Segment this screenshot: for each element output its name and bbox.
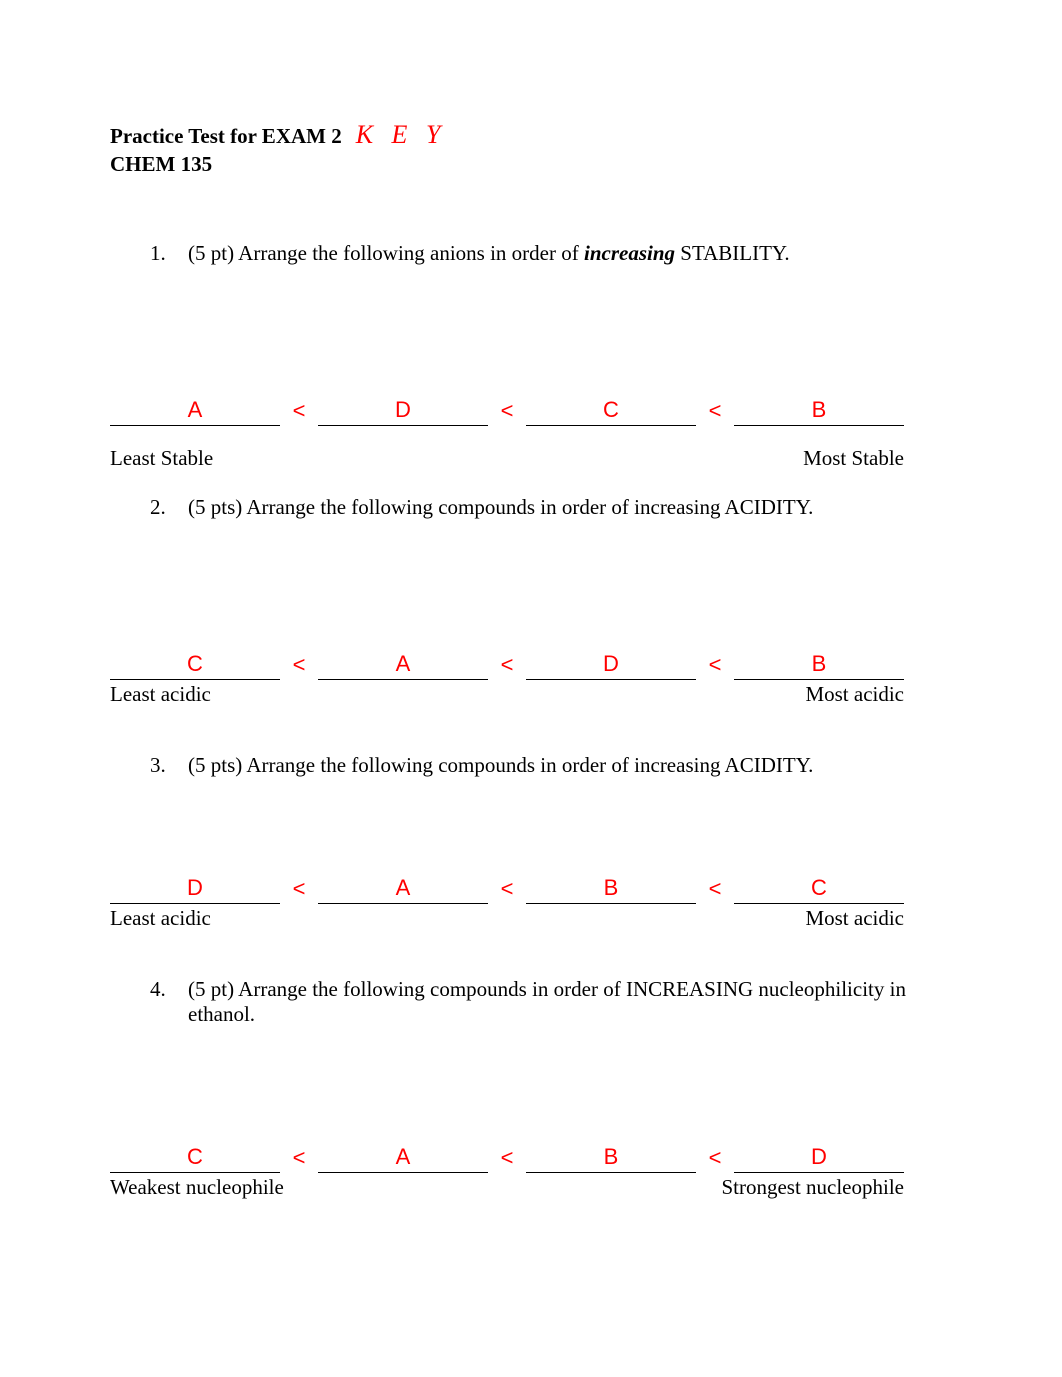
q3-answer-row: D < A < B < C xyxy=(110,874,952,904)
title-line: Practice Test for EXAM 2 K E Y xyxy=(110,120,952,150)
title-prefix: Practice Test for EXAM 2 xyxy=(110,124,342,149)
header-block: Practice Test for EXAM 2 K E Y CHEM 135 xyxy=(110,120,952,177)
q1-right-label: Most Stable xyxy=(803,446,904,471)
q3-text: (5 pts) Arrange the following compounds … xyxy=(188,753,952,778)
q3-slot-1: D xyxy=(110,874,280,904)
q4-lt-3: < xyxy=(696,1145,734,1173)
course-code: CHEM 135 xyxy=(110,152,952,177)
q1-text-pre: (5 pt) Arrange the following anions in o… xyxy=(188,241,584,265)
q2-left-label: Least acidic xyxy=(110,682,211,707)
key-label: K E Y xyxy=(356,120,447,150)
q3-ans-1: D xyxy=(187,875,203,903)
q1-lt-2: < xyxy=(488,398,526,426)
q4-right-label: Strongest nucleophile xyxy=(721,1175,904,1200)
q2-answer-row: C < A < D < B xyxy=(110,650,952,680)
q3-ans-2: A xyxy=(396,875,411,903)
q3-ans-4: C xyxy=(811,875,827,903)
q3-labels: Least acidic Most acidic xyxy=(110,906,904,931)
q1-slot-1: A xyxy=(110,396,280,426)
question-1: 1. (5 pt) Arrange the following anions i… xyxy=(150,241,952,266)
q1-ans-2: D xyxy=(395,397,411,425)
q3-lt-3: < xyxy=(696,876,734,904)
q4-slot-1: C xyxy=(110,1143,280,1173)
q1-slot-2: D xyxy=(318,396,488,426)
q3-number: 3. xyxy=(150,753,174,778)
q1-text-em: increasing xyxy=(584,241,675,265)
q2-lt-2: < xyxy=(488,652,526,680)
q4-lt-2: < xyxy=(488,1145,526,1173)
question-2: 2. (5 pts) Arrange the following compoun… xyxy=(150,495,952,520)
q3-left-label: Least acidic xyxy=(110,906,211,931)
q1-number: 1. xyxy=(150,241,174,266)
q4-ans-4: D xyxy=(811,1144,827,1172)
q1-answer-row: A < D < C < B xyxy=(110,396,952,426)
q2-labels: Least acidic Most acidic xyxy=(110,682,904,707)
question-4: 4. (5 pt) Arrange the following compound… xyxy=(150,977,952,1027)
q2-number: 2. xyxy=(150,495,174,520)
q1-slot-4: B xyxy=(734,396,904,426)
q4-text: (5 pt) Arrange the following compounds i… xyxy=(188,977,952,1027)
q4-lt-1: < xyxy=(280,1145,318,1173)
q1-lt-1: < xyxy=(280,398,318,426)
q3-slot-2: A xyxy=(318,874,488,904)
q3-lt-1: < xyxy=(280,876,318,904)
q4-labels: Weakest nucleophile Strongest nucleophil… xyxy=(110,1175,904,1200)
q4-ans-1: C xyxy=(187,1144,203,1172)
q1-left-label: Least Stable xyxy=(110,446,213,471)
q4-slot-3: B xyxy=(526,1143,696,1173)
q2-ans-3: D xyxy=(603,651,619,679)
q3-slot-4: C xyxy=(734,874,904,904)
q2-lt-1: < xyxy=(280,652,318,680)
q1-labels: Least Stable Most Stable xyxy=(110,446,904,471)
q2-ans-4: B xyxy=(812,651,827,679)
q3-right-label: Most acidic xyxy=(805,906,904,931)
q2-slot-2: A xyxy=(318,650,488,680)
q4-slot-4: D xyxy=(734,1143,904,1173)
q4-answer-row: C < A < B < D xyxy=(110,1143,952,1173)
q2-slot-4: B xyxy=(734,650,904,680)
q1-text: (5 pt) Arrange the following anions in o… xyxy=(188,241,952,266)
q2-slot-1: C xyxy=(110,650,280,680)
q2-slot-3: D xyxy=(526,650,696,680)
q2-text: (5 pts) Arrange the following compounds … xyxy=(188,495,952,520)
q2-ans-2: A xyxy=(396,651,411,679)
q1-text-post: STABILITY. xyxy=(675,241,790,265)
q1-lt-3: < xyxy=(696,398,734,426)
q1-ans-1: A xyxy=(188,397,203,425)
q4-ans-2: A xyxy=(396,1144,411,1172)
q2-lt-3: < xyxy=(696,652,734,680)
q3-lt-2: < xyxy=(488,876,526,904)
q4-slot-2: A xyxy=(318,1143,488,1173)
q2-ans-1: C xyxy=(187,651,203,679)
q2-right-label: Most acidic xyxy=(805,682,904,707)
question-3: 3. (5 pts) Arrange the following compoun… xyxy=(150,753,952,778)
q4-left-label: Weakest nucleophile xyxy=(110,1175,284,1200)
q4-number: 4. xyxy=(150,977,174,1027)
q1-ans-4: B xyxy=(812,397,827,425)
q4-ans-3: B xyxy=(604,1144,619,1172)
q1-ans-3: C xyxy=(603,397,619,425)
q3-slot-3: B xyxy=(526,874,696,904)
q3-ans-3: B xyxy=(604,875,619,903)
q1-slot-3: C xyxy=(526,396,696,426)
